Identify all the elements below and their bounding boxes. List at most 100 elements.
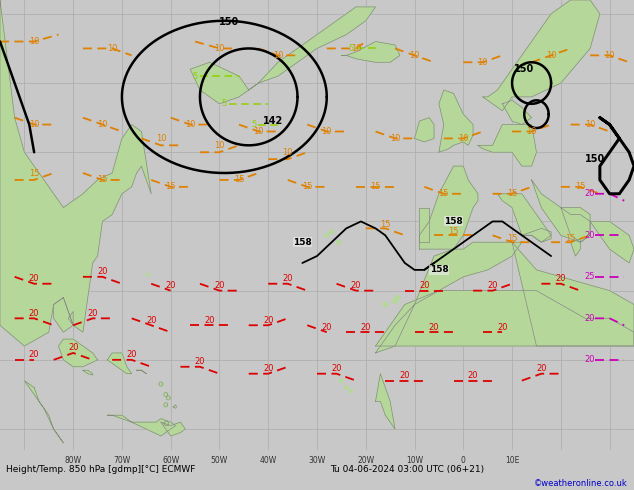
Polygon shape <box>54 297 73 332</box>
Text: 20: 20 <box>195 357 205 366</box>
Polygon shape <box>164 403 168 407</box>
Polygon shape <box>58 339 98 367</box>
Text: 15: 15 <box>370 182 381 192</box>
Text: 10: 10 <box>546 51 557 60</box>
Text: 80W: 80W <box>65 456 82 465</box>
Text: 10E: 10E <box>505 456 519 465</box>
Text: 25: 25 <box>585 272 595 281</box>
Text: 10: 10 <box>410 51 420 60</box>
Text: 142: 142 <box>263 116 283 126</box>
Text: 20: 20 <box>29 309 39 318</box>
Text: 15: 15 <box>575 182 586 192</box>
Polygon shape <box>561 208 590 242</box>
Text: 10: 10 <box>29 37 39 46</box>
Polygon shape <box>590 221 634 263</box>
Polygon shape <box>415 118 434 142</box>
Text: 10: 10 <box>156 134 166 143</box>
Text: 20: 20 <box>497 323 508 332</box>
Polygon shape <box>498 194 551 242</box>
Text: 15: 15 <box>507 189 517 198</box>
Polygon shape <box>173 405 176 408</box>
Text: 20: 20 <box>321 323 332 332</box>
Text: 20: 20 <box>97 267 108 276</box>
Text: 20: 20 <box>204 316 215 325</box>
Text: 15: 15 <box>302 182 313 192</box>
Polygon shape <box>522 228 551 242</box>
Text: 60W: 60W <box>162 456 179 465</box>
Text: 10: 10 <box>458 134 469 143</box>
Text: 20: 20 <box>146 316 157 325</box>
Polygon shape <box>340 379 343 383</box>
Polygon shape <box>375 291 634 346</box>
Polygon shape <box>190 7 375 104</box>
Text: 150: 150 <box>585 154 605 164</box>
Text: 20: 20 <box>29 350 39 359</box>
Text: 20: 20 <box>165 281 176 290</box>
Text: 20: 20 <box>555 274 566 283</box>
Text: 20: 20 <box>361 323 371 332</box>
Text: Height/Temp. 850 hPa [gdmp][°C] ECMWF: Height/Temp. 850 hPa [gdmp][°C] ECMWF <box>6 465 196 474</box>
Polygon shape <box>83 370 93 375</box>
Text: 20: 20 <box>585 314 595 323</box>
Text: 158: 158 <box>293 238 312 246</box>
Polygon shape <box>420 208 429 242</box>
Text: 20: 20 <box>87 309 98 318</box>
Text: 20: 20 <box>126 350 137 359</box>
Polygon shape <box>512 242 634 346</box>
Polygon shape <box>107 353 132 374</box>
Polygon shape <box>502 100 531 124</box>
Polygon shape <box>395 295 400 300</box>
Text: 5: 5 <box>349 44 354 53</box>
Text: 150: 150 <box>514 64 534 74</box>
Text: 150: 150 <box>219 17 240 27</box>
Polygon shape <box>571 239 580 256</box>
Text: 20: 20 <box>399 370 410 380</box>
Text: 30W: 30W <box>308 456 326 465</box>
Text: 10: 10 <box>97 120 108 129</box>
Text: 10: 10 <box>253 127 264 136</box>
Text: 20: 20 <box>468 370 478 380</box>
Text: 10: 10 <box>185 120 195 129</box>
Text: 10: 10 <box>351 44 361 53</box>
Text: 15: 15 <box>448 227 459 236</box>
Text: 15: 15 <box>234 175 244 184</box>
Polygon shape <box>350 389 353 393</box>
Text: 20W: 20W <box>357 456 374 465</box>
Text: 10: 10 <box>321 127 332 136</box>
Text: 20: 20 <box>283 274 293 283</box>
Text: 10: 10 <box>585 120 595 129</box>
Text: 158: 158 <box>430 266 448 274</box>
Polygon shape <box>420 166 478 249</box>
Polygon shape <box>146 273 149 276</box>
Text: 15: 15 <box>507 234 517 243</box>
Text: 5: 5 <box>251 120 256 129</box>
Text: 20: 20 <box>585 189 595 198</box>
Text: 10: 10 <box>390 134 400 143</box>
Polygon shape <box>0 0 151 346</box>
Text: 20: 20 <box>536 364 547 373</box>
Polygon shape <box>159 382 163 386</box>
Polygon shape <box>164 392 168 396</box>
Text: 10W: 10W <box>406 456 423 465</box>
Polygon shape <box>383 302 388 307</box>
Text: 10: 10 <box>214 44 224 53</box>
Polygon shape <box>164 421 168 426</box>
Polygon shape <box>345 386 347 390</box>
Text: ©weatheronline.co.uk: ©weatheronline.co.uk <box>534 479 628 488</box>
Text: 20: 20 <box>488 281 498 290</box>
Text: 15: 15 <box>165 182 176 192</box>
Polygon shape <box>24 381 63 443</box>
Polygon shape <box>531 180 590 242</box>
Polygon shape <box>341 42 400 62</box>
Polygon shape <box>161 422 185 436</box>
Polygon shape <box>330 230 333 234</box>
Text: 15: 15 <box>29 169 39 177</box>
Text: 10: 10 <box>107 44 117 53</box>
Text: 5: 5 <box>193 72 198 81</box>
Text: 158: 158 <box>444 217 463 226</box>
Text: 20: 20 <box>351 281 361 290</box>
Text: 5: 5 <box>222 99 227 108</box>
Polygon shape <box>483 0 600 111</box>
Text: 20: 20 <box>68 343 79 352</box>
Polygon shape <box>325 233 328 237</box>
